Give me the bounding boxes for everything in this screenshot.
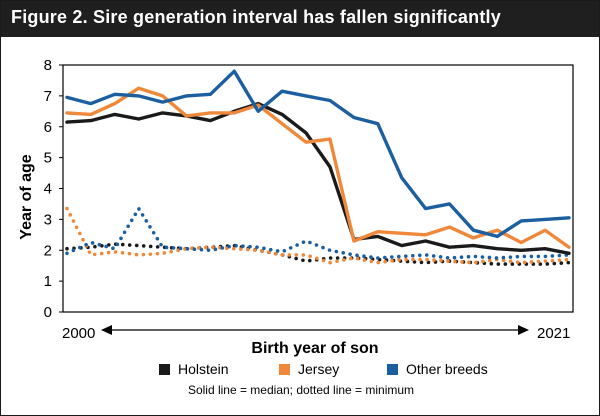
- series-line-other-breeds-median: [65, 69, 571, 239]
- y-tick-label: 1: [44, 273, 52, 290]
- figure-title: Figure 2. Sire generation interval has f…: [11, 7, 501, 27]
- y-tick-label: 3: [44, 211, 52, 228]
- y-tick-label: 6: [44, 119, 52, 136]
- legend-item-jersey: Jersey: [279, 357, 339, 381]
- plot-border: [62, 64, 574, 313]
- x-axis-label: Birth year of son: [251, 340, 378, 357]
- y-tick-label: 7: [44, 88, 52, 105]
- series-line-other-breeds-minimum: [65, 206, 571, 260]
- series-line-holstein-median: [65, 101, 571, 256]
- legend-label: Jersey: [298, 361, 340, 377]
- legend-item-other-breeds: Other breeds: [387, 357, 488, 381]
- x-arrow: [101, 325, 529, 335]
- legend-item-holstein: Holstein: [159, 357, 229, 381]
- y-tick-label: 2: [44, 242, 52, 259]
- legend-swatch: [387, 363, 398, 375]
- title-bar: Figure 2. Sire generation interval has f…: [1, 1, 599, 37]
- y-axis-label: Year of age: [18, 154, 35, 239]
- series-line-jersey-minimum: [65, 206, 571, 265]
- x-start-label: 2000: [62, 325, 95, 342]
- legend-note: Solid line = median; dotted line = minim…: [187, 383, 415, 397]
- series-line-jersey-median: [65, 86, 571, 249]
- y-tick-label: 8: [44, 57, 52, 74]
- legend: Holstein Jersey Other breeds: [1, 357, 600, 381]
- plot-area: 0 1 2 3 4 5 6 7 8: [44, 57, 574, 321]
- legend-label: Other breeds: [406, 361, 488, 377]
- y-tick-label: 4: [44, 181, 52, 198]
- x-end-label: 2021: [537, 325, 570, 342]
- y-tick-label: 0: [44, 304, 52, 321]
- y-tick-label: 5: [44, 150, 52, 167]
- legend-swatch: [159, 363, 170, 375]
- legend-label: Holstein: [178, 361, 229, 377]
- legend-swatch: [279, 363, 290, 375]
